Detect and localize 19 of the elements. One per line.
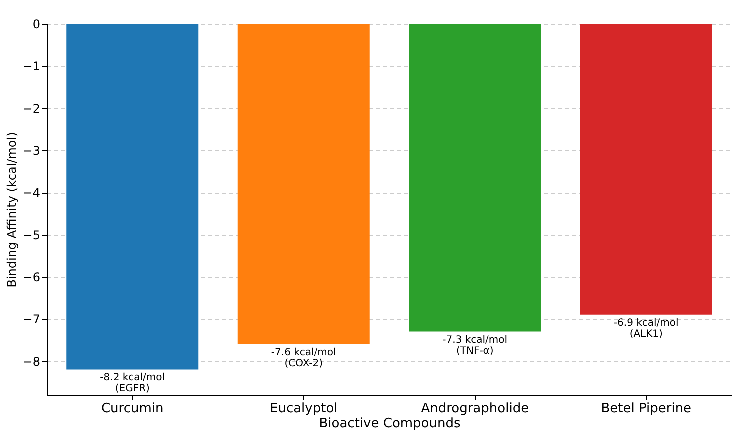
y-tick-label: 0 <box>32 18 40 32</box>
y-tick-label: −8 <box>22 354 40 369</box>
x-axis-title: Bioactive Compounds <box>319 416 461 432</box>
y-axis-title: Binding Affinity (kcal/mol) <box>4 132 19 288</box>
x-tick-label: Andrographolide <box>421 402 530 416</box>
y-tick-label: −5 <box>22 228 40 242</box>
y-tick-label: −3 <box>22 144 40 158</box>
data-label: -7.3 kcal/mol (TNF-α) <box>442 334 508 357</box>
x-tick-label: Eucalyptol <box>270 402 338 416</box>
y-tick-label: −1 <box>22 60 40 74</box>
y-tick-label: −4 <box>22 186 40 200</box>
x-tick-label: Betel Piperine <box>601 402 692 416</box>
x-tick-label: Curcumin <box>101 402 164 416</box>
y-tick-label: −2 <box>22 102 40 116</box>
y-tick-label: −7 <box>22 312 40 327</box>
data-label: -8.2 kcal/mol (EGFR) <box>100 372 166 395</box>
data-label: -6.9 kcal/mol (ALK1) <box>614 318 679 340</box>
y-tick-label: −6 <box>22 270 40 284</box>
data-label: -7.6 kcal/mol (COX-2) <box>271 347 336 370</box>
